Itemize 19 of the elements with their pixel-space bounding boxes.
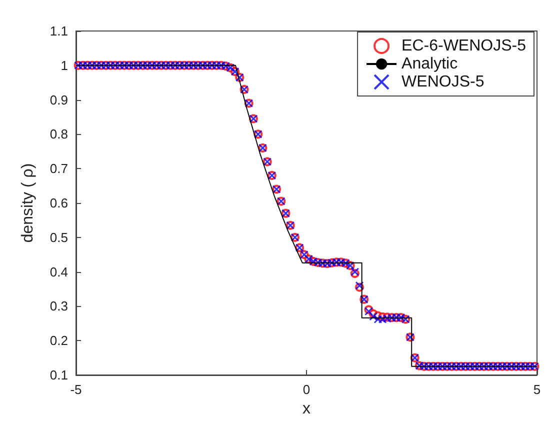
- y-tick-label: 0.9: [50, 92, 68, 108]
- x-tick-label: -5: [70, 382, 82, 397]
- y-tick-label: 0.5: [50, 230, 68, 245]
- y-axis-title: density ( ρ): [20, 163, 36, 243]
- x-tick-label: 5: [533, 382, 541, 397]
- legend-label: Analytic: [402, 56, 458, 72]
- y-tick-label: 0.2: [50, 333, 68, 348]
- y-tick-label: 0.7: [50, 161, 68, 176]
- legend-label: WENOJS-5: [402, 74, 484, 90]
- y-tick-label: 0.3: [50, 298, 68, 314]
- y-tick-label: 0.6: [50, 196, 68, 210]
- y-tick-label: 1.1: [50, 24, 68, 38]
- y-tick-label: 1: [60, 58, 68, 73]
- legend-label: EC-6-WENOJS-5: [402, 38, 526, 54]
- y-tick-label: 0.8: [50, 126, 68, 142]
- x-axis-title: x: [302, 400, 310, 418]
- y-tick-label: 0.1: [50, 368, 68, 382]
- x-tick-label: 0: [302, 382, 310, 397]
- y-tick-label: 0.4: [50, 264, 68, 280]
